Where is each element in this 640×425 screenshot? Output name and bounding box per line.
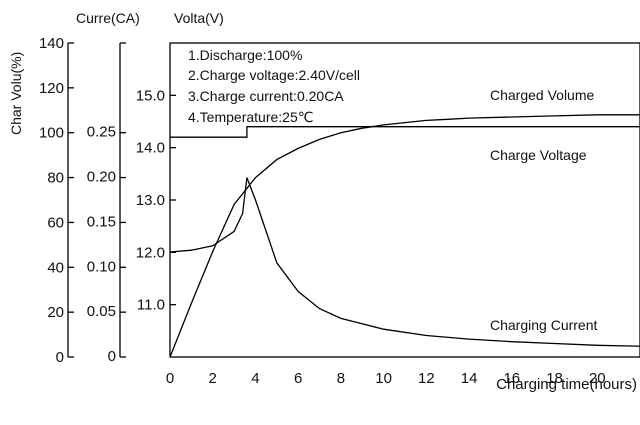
x-tick-label: 0	[166, 370, 174, 387]
series-label-charge-voltage: Charge Voltage	[490, 147, 587, 163]
note-2: 2.Charge voltage:2.40V/cell	[188, 67, 360, 83]
voltage-tick-label: 13.0	[136, 192, 165, 209]
current-tick-label: 0.15	[87, 213, 116, 230]
charge-volume-tick-label: 140	[39, 35, 64, 52]
x-tick-label: 14	[461, 370, 478, 387]
charge-volume-tick-label: 60	[47, 214, 64, 231]
current-tick-label: 0	[108, 348, 116, 365]
note-3: 3.Charge current:0.20CA	[188, 88, 344, 104]
charge-volume-tick-label: 0	[56, 349, 64, 366]
note-1: 1.Discharge:100%	[188, 47, 302, 63]
voltage-tick-label: 12.0	[136, 244, 165, 261]
current-tick-label: 0.10	[87, 258, 116, 275]
charged-volume-curve	[169, 114, 640, 358]
charge-volume-tick-label: 100	[39, 125, 64, 142]
series-label-charged-volume: Charged Volume	[490, 87, 595, 103]
axis-ticks: 0 2 4 6 8 10 12 14 16 18 20 0 20 40 60 80 100 120 140 0 0.05…	[39, 35, 606, 387]
chart-curves	[169, 114, 640, 358]
voltage-tick-label: 14.0	[136, 140, 165, 157]
current-tick-label: 0.20	[87, 169, 116, 186]
charge-voltage-curve	[170, 126, 640, 138]
voltage-tick-label: 15.0	[136, 87, 165, 104]
current-axis-title: Curre(CA)	[76, 10, 140, 26]
charge-volume-tick-label: 80	[47, 170, 64, 187]
notes-box: 1.Discharge:100% 2.Charge voltage:2.40V/…	[188, 47, 360, 125]
note-4: 4.Temperature:25℃	[188, 109, 313, 125]
current-tick-label: 0.25	[87, 124, 116, 141]
x-tick-label: 6	[294, 370, 302, 387]
charge-volume-tick-label: 20	[47, 304, 64, 321]
x-tick-label: 4	[251, 370, 259, 387]
x-tick-label: 18	[546, 370, 563, 387]
charge-volume-tick-label: 120	[39, 80, 64, 97]
voltage-axis-title: Volta(V)	[174, 10, 224, 26]
charge-volume-axis-title: Char Volu(%)	[8, 52, 24, 135]
series-label-charging-current: Charging Current	[490, 317, 597, 333]
x-tick-label: 12	[418, 370, 435, 387]
x-tick-label: 8	[337, 370, 345, 387]
voltage-tick-label: 11.0	[137, 297, 165, 314]
current-tick-label: 0.05	[87, 303, 116, 320]
x-tick-label: 20	[589, 370, 606, 387]
x-tick-label: 10	[375, 370, 392, 387]
x-axis-title: Charging time(hours)	[496, 376, 637, 393]
x-tick-label: 2	[209, 370, 217, 387]
charge-volume-tick-label: 40	[47, 259, 64, 276]
x-tick-label: 16	[503, 370, 520, 387]
charging-current-curve	[169, 177, 640, 347]
